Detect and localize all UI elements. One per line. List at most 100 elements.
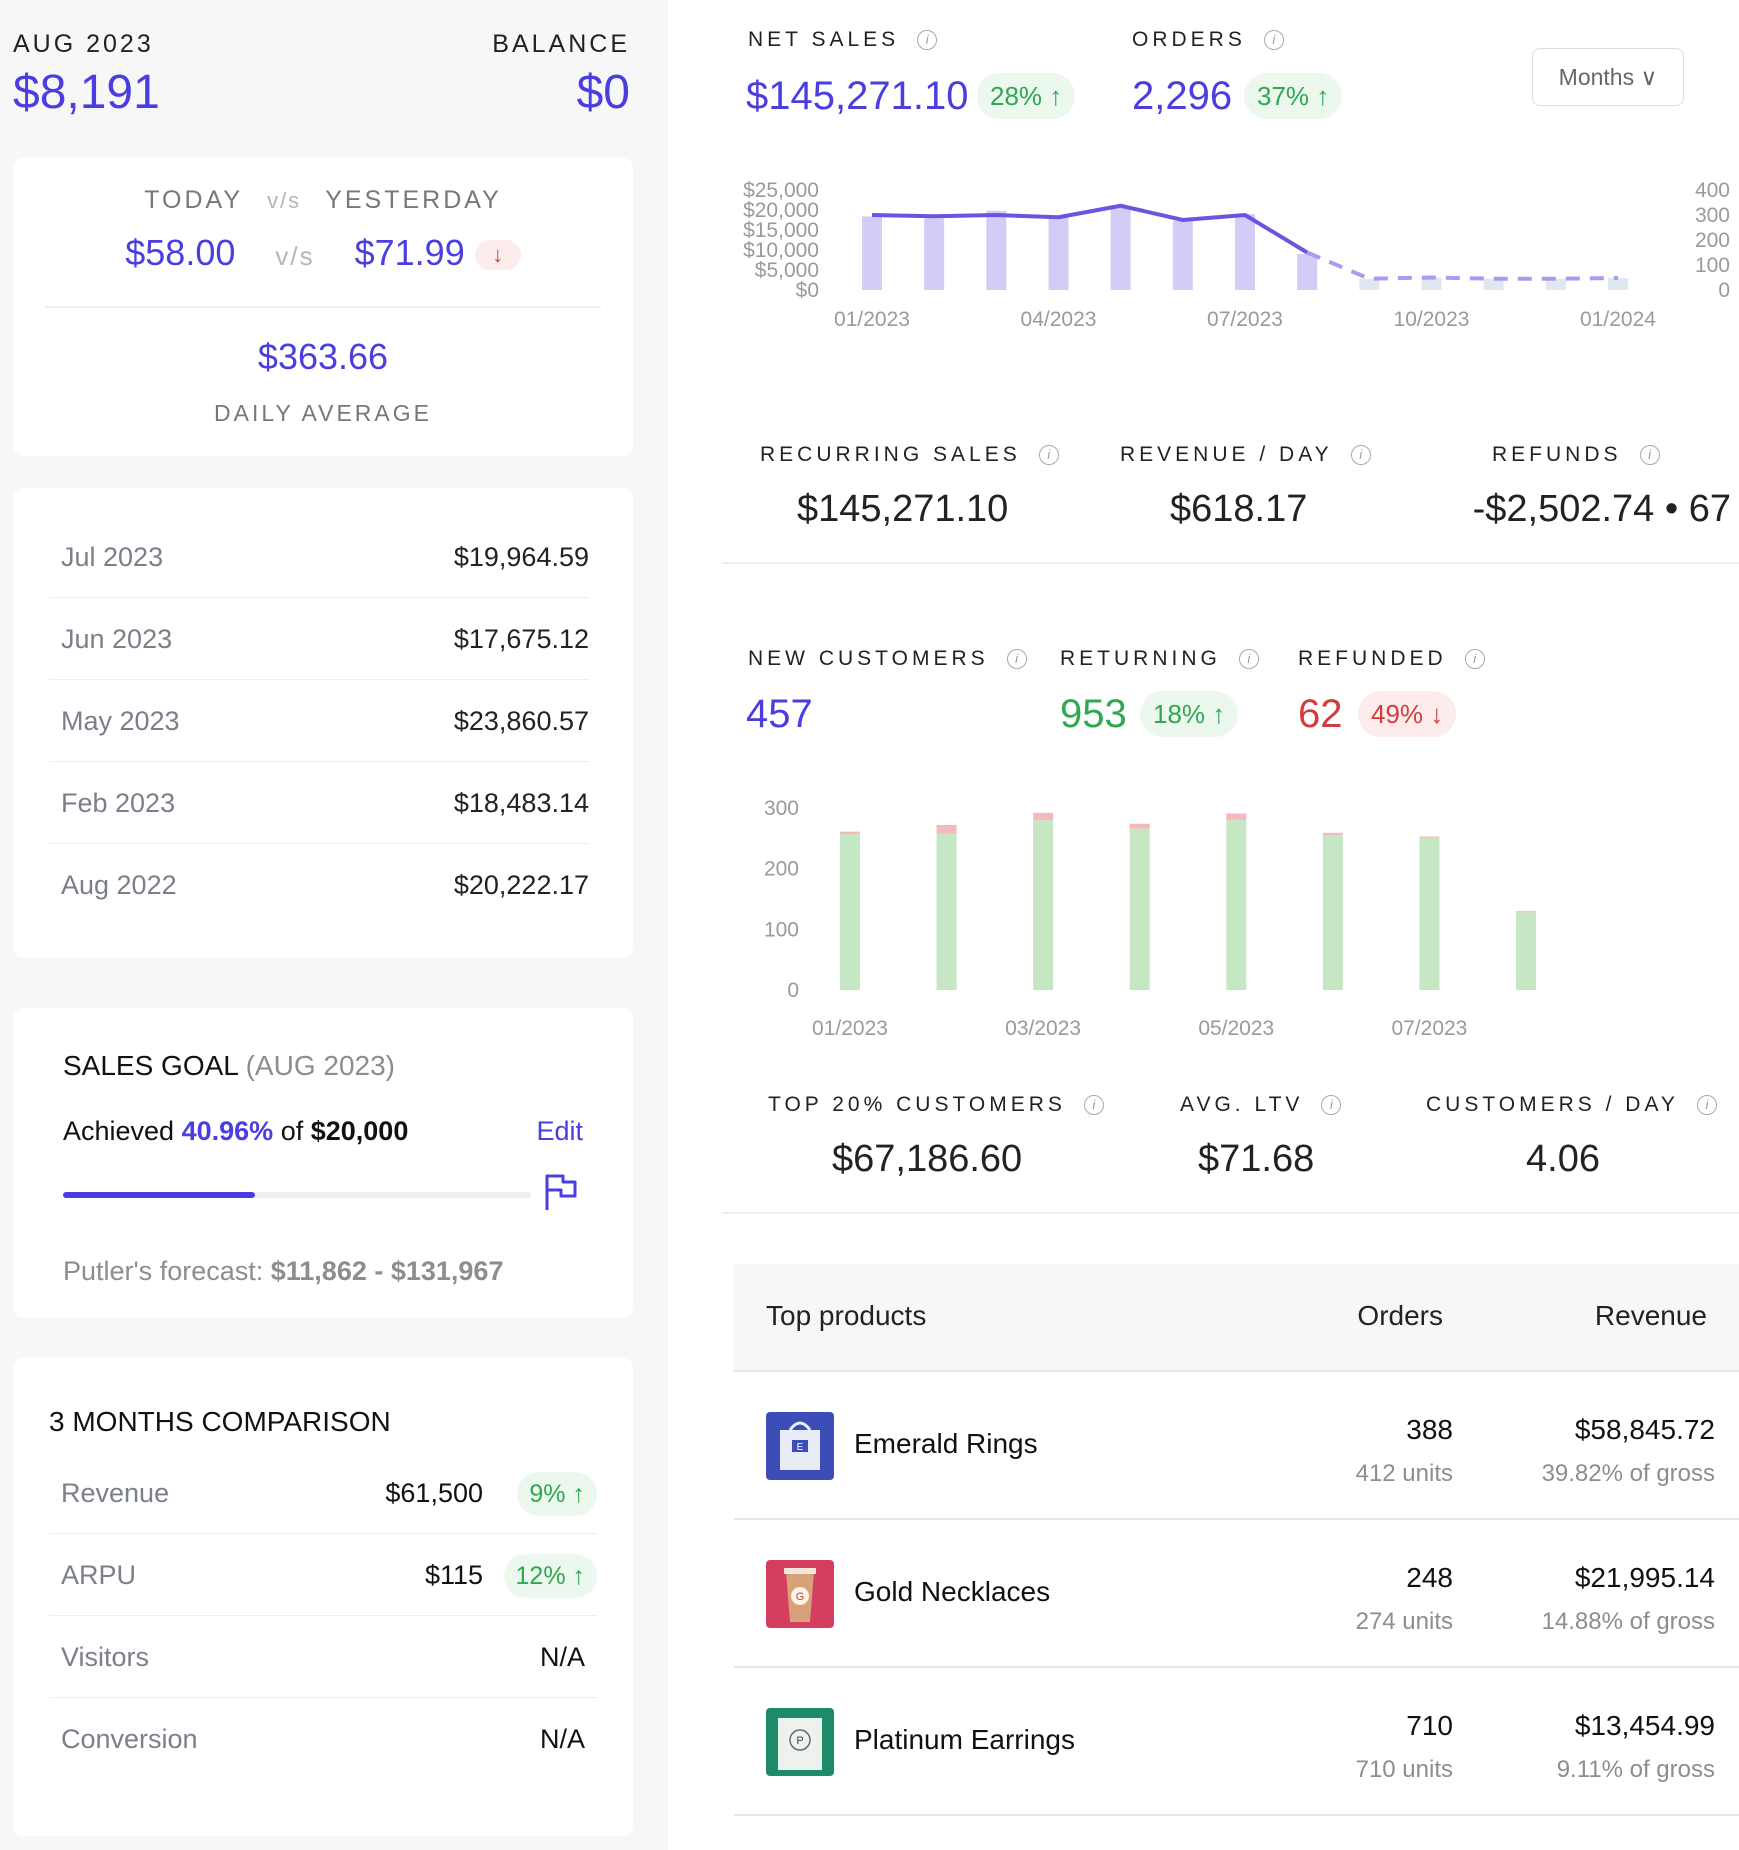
balance-block: BALANCE $0 <box>492 30 630 120</box>
comparison-label: Conversion <box>61 1724 198 1754</box>
sales-goal-title: SALES GOAL (AUG 2023) <box>63 1050 395 1082</box>
sales-goal-achieved: Achieved 40.96% of $20,000 <box>63 1116 408 1147</box>
new-customers-label: NEW CUSTOMERS i <box>748 647 1027 671</box>
product-gross-share: 9.11% of gross <box>1556 1756 1715 1783</box>
history-row[interactable]: Jun 2023 $17,675.12 <box>49 598 589 680</box>
y-left-tick-label: $25,000 <box>743 179 819 202</box>
product-revenue: $58,845.72 <box>1574 1414 1715 1445</box>
orders-value: 2,296 <box>1132 74 1233 118</box>
y-tick-label: 200 <box>764 858 799 881</box>
projected-sales-bar <box>1359 278 1380 290</box>
balance-value: $0 <box>576 66 630 119</box>
product-name[interactable]: Emerald Rings <box>854 1428 1038 1459</box>
revenue-per-day-label: REVENUE / DAY i <box>1120 443 1371 467</box>
product-orders: 388 <box>1406 1414 1453 1445</box>
table-row[interactable]: E Emerald Rings 388 412 units $58,845.72… <box>734 1372 1739 1520</box>
table-row[interactable]: P Platinum Earrings 710 710 units $13,45… <box>734 1668 1739 1816</box>
arrow-down-icon: ↓ <box>474 240 521 271</box>
info-icon[interactable]: i <box>1083 1095 1104 1115</box>
y-right-tick-label: 300 <box>1695 204 1730 227</box>
daily-average-label: DAILY AVERAGE <box>214 400 432 426</box>
achieved-of: of <box>280 1116 304 1146</box>
sales-bar <box>1048 217 1069 290</box>
product-name[interactable]: Platinum Earrings <box>854 1724 1075 1755</box>
column-header-product[interactable]: Top products <box>766 1300 927 1331</box>
top-20-customers-value: $67,186.60 <box>832 1138 1023 1180</box>
product-gross-share: 14.88% of gross <box>1541 1608 1715 1635</box>
comparison-label: Revenue <box>61 1478 170 1508</box>
customers-bar <box>936 833 957 990</box>
info-icon[interactable]: i <box>917 30 938 50</box>
period-select-dropdown[interactable]: Months ∨ <box>1532 48 1684 106</box>
sales-bar <box>1110 206 1131 290</box>
history-value: $20,222.17 <box>453 870 589 900</box>
daily-average-value: $363.66 <box>257 336 389 377</box>
comparison-row-arpu: ARPU $115 12% ↑ <box>49 1534 597 1616</box>
achieved-prefix: Achieved <box>63 1116 175 1146</box>
product-thumb-letter: P <box>796 1735 803 1747</box>
forecast-label: Putler's forecast: <box>63 1256 264 1286</box>
product-thumb-letter: E <box>797 1442 804 1453</box>
product-name[interactable]: Gold Necklaces <box>854 1576 1051 1607</box>
history-row[interactable]: May 2023 $23,860.57 <box>49 680 589 762</box>
x-tick-label: 10/2023 <box>1394 308 1470 331</box>
customers-bar <box>840 834 860 990</box>
history-value: $17,675.12 <box>453 624 589 654</box>
divider <box>45 306 601 308</box>
column-header-orders[interactable]: Orders <box>1357 1300 1443 1331</box>
table-header: Top products Orders Revenue <box>734 1264 1739 1372</box>
info-icon[interactable]: i <box>1006 649 1027 669</box>
customers-per-day-label: CUSTOMERS / DAY i <box>1426 1093 1717 1117</box>
returning-customers-value: 953 <box>1060 692 1127 736</box>
left-panel: AUG 2023 $8,191 BALANCE $0 TODAY v/s YESTE… <box>0 0 668 1850</box>
history-month: Jun 2023 <box>61 624 173 654</box>
comparison-change-badge: 9% ↑ <box>517 1472 597 1516</box>
history-row[interactable]: Feb 2023 $18,483.14 <box>49 762 589 844</box>
table-row[interactable]: G Gold Necklaces 248 274 units $21,995.1… <box>734 1520 1739 1668</box>
three-months-comparison-card: 3 MONTHS COMPARISON Revenue $61,500 9% ↑… <box>13 1358 633 1836</box>
y-left-tick-label: $15,000 <box>743 219 819 242</box>
today-value: $58.00 <box>125 232 236 273</box>
customers-bar <box>1322 835 1343 990</box>
history-value: $23,860.57 <box>453 706 589 736</box>
net-sales-chart: $25,000$20,000$15,000$10,000$5,000$0 4003… <box>743 179 1730 331</box>
history-month: Feb 2023 <box>61 788 176 818</box>
info-icon[interactable]: i <box>1238 649 1259 669</box>
edit-goal-link[interactable]: Edit <box>536 1116 583 1146</box>
current-month-label: AUG 2023 <box>13 30 154 58</box>
sales-bar <box>1235 214 1255 290</box>
customers-bar <box>1516 912 1536 990</box>
info-icon[interactable]: i <box>1263 30 1284 50</box>
x-tick-label: 01/2023 <box>834 308 910 331</box>
info-icon[interactable]: i <box>1464 649 1485 669</box>
history-month: Aug 2022 <box>61 870 177 900</box>
x-tick-label: 04/2023 <box>1021 308 1097 331</box>
refunded-bar <box>1226 813 1247 820</box>
top-products-table: Top products Orders Revenue E Emerald Ri… <box>734 1264 1739 1844</box>
net-sales-change-badge: 28% ↑ <box>977 73 1076 119</box>
history-row[interactable]: Aug 2022 $20,222.17 <box>49 844 589 926</box>
today-label: TODAY <box>144 186 244 214</box>
y-tick-label: 100 <box>764 918 799 941</box>
history-row[interactable]: Jul 2023 $19,964.59 <box>49 516 589 598</box>
info-icon[interactable]: i <box>1038 445 1059 465</box>
orders-line <box>871 203 1309 255</box>
projected-sales-bar <box>1421 277 1442 290</box>
info-icon[interactable]: i <box>1696 1095 1717 1115</box>
info-icon[interactable]: i <box>1321 1095 1342 1115</box>
info-icon[interactable]: i <box>1350 445 1371 465</box>
today-vs-yesterday-header: TODAY v/s YESTERDAY <box>13 186 633 215</box>
product-gross-share: 39.82% of gross <box>1541 1460 1715 1487</box>
balance-label: BALANCE <box>492 30 630 58</box>
comparison-value: $115 <box>424 1560 483 1590</box>
orders-label: ORDERS i <box>1132 28 1284 52</box>
orders-change-badge: 37% ↑ <box>1244 73 1343 119</box>
vs-label: v/s <box>267 188 302 213</box>
info-icon[interactable]: i <box>1639 445 1660 465</box>
comparison-row-revenue: Revenue $61,500 9% ↑ <box>49 1452 597 1534</box>
x-tick-label: 01/2023 <box>812 1017 888 1040</box>
projected-sales-bar <box>1608 278 1628 290</box>
column-header-revenue[interactable]: Revenue <box>1594 1300 1707 1331</box>
y-left-tick-label: $10,000 <box>743 239 819 262</box>
y-right-tick-label: 400 <box>1695 179 1730 202</box>
